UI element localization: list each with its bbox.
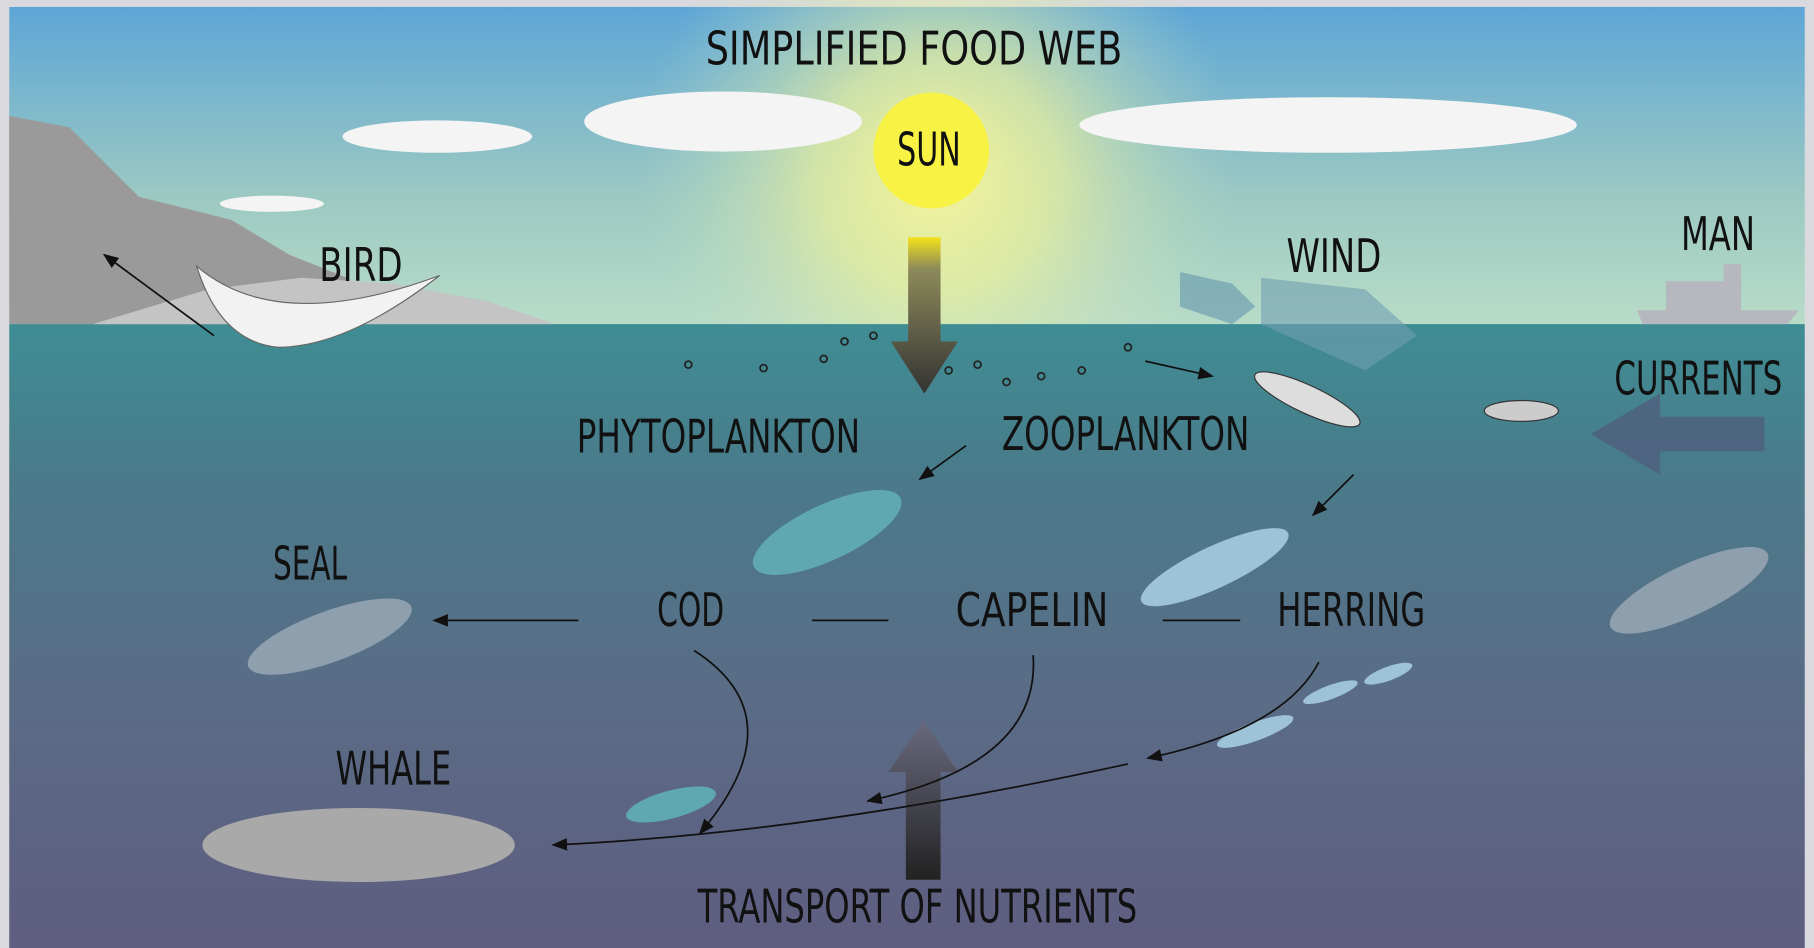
zooplankton (1483, 399, 1559, 422)
wind-arrow (1180, 272, 1256, 325)
label: BIRD (319, 238, 402, 292)
label: ZOOPLANKTON (1002, 407, 1250, 461)
label: HERRING (1277, 583, 1425, 637)
arrows (432, 360, 1355, 851)
seal (247, 598, 412, 675)
cod-fish (752, 489, 902, 575)
shrimp (1253, 371, 1361, 428)
label: WIND (1286, 229, 1381, 283)
herring-fish (1364, 662, 1413, 685)
capelin-fish (1140, 528, 1289, 607)
mountain (9, 115, 382, 325)
label: SUN (897, 122, 961, 176)
bird (195, 264, 440, 348)
arrow (102, 253, 215, 337)
label: WHALE (335, 742, 451, 796)
title: SIMPLIFIED FOOD WEB (706, 22, 1122, 76)
nutrient-arrow (888, 719, 958, 880)
cloud (342, 120, 533, 153)
herring-fish (1303, 680, 1358, 705)
label: COD (657, 583, 724, 637)
plankton (684, 331, 1133, 387)
label: TRANSPORT OF NUTRIENTS (697, 879, 1137, 933)
sun (873, 92, 990, 209)
ship (1636, 263, 1799, 325)
seal (1609, 546, 1769, 634)
label: CAPELIN (956, 583, 1109, 637)
label: PHYTOPLANKTON (577, 409, 860, 463)
herring-fish (1217, 715, 1294, 748)
sunlight-arrow (890, 237, 958, 394)
label: CURRENTS (1614, 351, 1782, 405)
cloud (219, 195, 324, 212)
whale (202, 807, 515, 883)
label: SEAL (273, 537, 347, 591)
current-arrow (1590, 393, 1765, 475)
cloud (584, 91, 862, 152)
cloud (1079, 97, 1577, 153)
label: MAN (1681, 207, 1755, 261)
fish (626, 786, 716, 823)
